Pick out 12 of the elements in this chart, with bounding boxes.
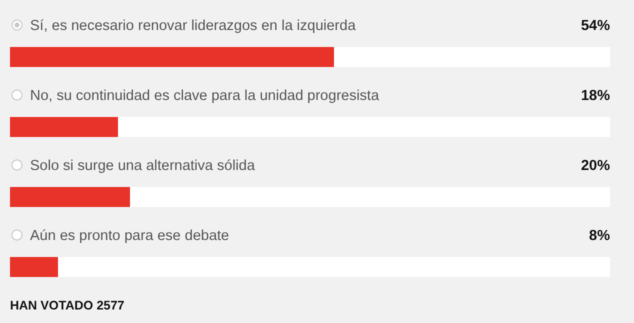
text: HAN VOTADO 2577: [10, 298, 124, 312]
bar: [10, 187, 130, 207]
y-tick-label: Sí, es necesario renovar liderazgos en la izquierda: [30, 18, 357, 34]
data-label: 54%: [580, 18, 610, 34]
data-label: 20%: [580, 158, 610, 174]
data-label: 8%: [589, 228, 610, 244]
data-label: 18%: [580, 88, 610, 104]
bar: [10, 117, 118, 137]
y-tick-label: Aún es pronto para ese debate: [30, 228, 230, 244]
bar: [10, 257, 58, 277]
y-tick-label: Solo si surge una alternativa sólida: [30, 158, 256, 174]
y-tick-label: No, su continuidad es clave para la unidad progresista: [30, 88, 380, 104]
